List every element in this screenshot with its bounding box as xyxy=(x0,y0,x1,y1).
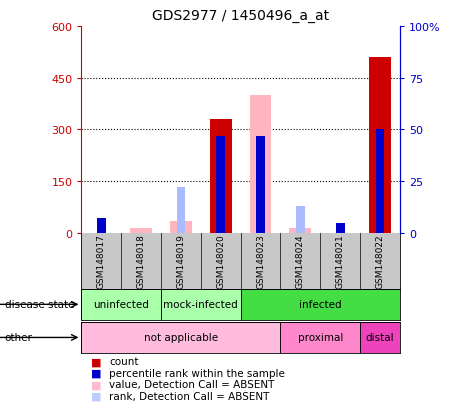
Text: ■: ■ xyxy=(91,391,101,401)
Text: other: other xyxy=(5,332,33,343)
Bar xyxy=(296,206,305,233)
Text: GSM148019: GSM148019 xyxy=(176,234,186,289)
Bar xyxy=(256,136,265,233)
Bar xyxy=(280,322,360,353)
Text: rank, Detection Call = ABSENT: rank, Detection Call = ABSENT xyxy=(109,391,270,401)
Bar xyxy=(130,228,152,233)
Bar xyxy=(241,289,400,320)
Text: disease state: disease state xyxy=(5,299,74,310)
Bar xyxy=(161,289,241,320)
Bar xyxy=(81,289,161,320)
Text: ■: ■ xyxy=(91,368,101,378)
Bar xyxy=(170,221,192,233)
Text: not applicable: not applicable xyxy=(144,332,218,343)
Text: GSM148022: GSM148022 xyxy=(376,234,385,288)
Bar xyxy=(210,120,232,233)
Bar xyxy=(250,96,272,233)
Bar xyxy=(216,136,225,233)
Text: ■: ■ xyxy=(91,356,101,366)
Text: infected: infected xyxy=(299,299,342,310)
Title: GDS2977 / 1450496_a_at: GDS2977 / 1450496_a_at xyxy=(152,9,329,23)
Text: GSM148017: GSM148017 xyxy=(97,234,106,289)
Text: proximal: proximal xyxy=(298,332,343,343)
Bar xyxy=(81,322,280,353)
Text: value, Detection Call = ABSENT: value, Detection Call = ABSENT xyxy=(109,380,275,389)
Text: GSM148024: GSM148024 xyxy=(296,234,305,288)
Bar xyxy=(336,223,345,233)
Text: ■: ■ xyxy=(91,380,101,389)
Bar xyxy=(289,228,311,233)
Bar xyxy=(369,58,391,233)
Bar xyxy=(376,130,385,233)
Bar xyxy=(177,188,185,233)
Text: GSM148021: GSM148021 xyxy=(336,234,345,289)
Text: mock-infected: mock-infected xyxy=(163,299,238,310)
Text: uninfected: uninfected xyxy=(93,299,149,310)
Text: GSM148023: GSM148023 xyxy=(256,234,265,289)
Bar xyxy=(97,219,106,233)
Text: GSM148018: GSM148018 xyxy=(137,234,146,289)
Text: distal: distal xyxy=(365,332,394,343)
Text: GSM148020: GSM148020 xyxy=(216,234,225,289)
Text: count: count xyxy=(109,356,139,366)
Text: percentile rank within the sample: percentile rank within the sample xyxy=(109,368,285,378)
Bar xyxy=(360,322,400,353)
